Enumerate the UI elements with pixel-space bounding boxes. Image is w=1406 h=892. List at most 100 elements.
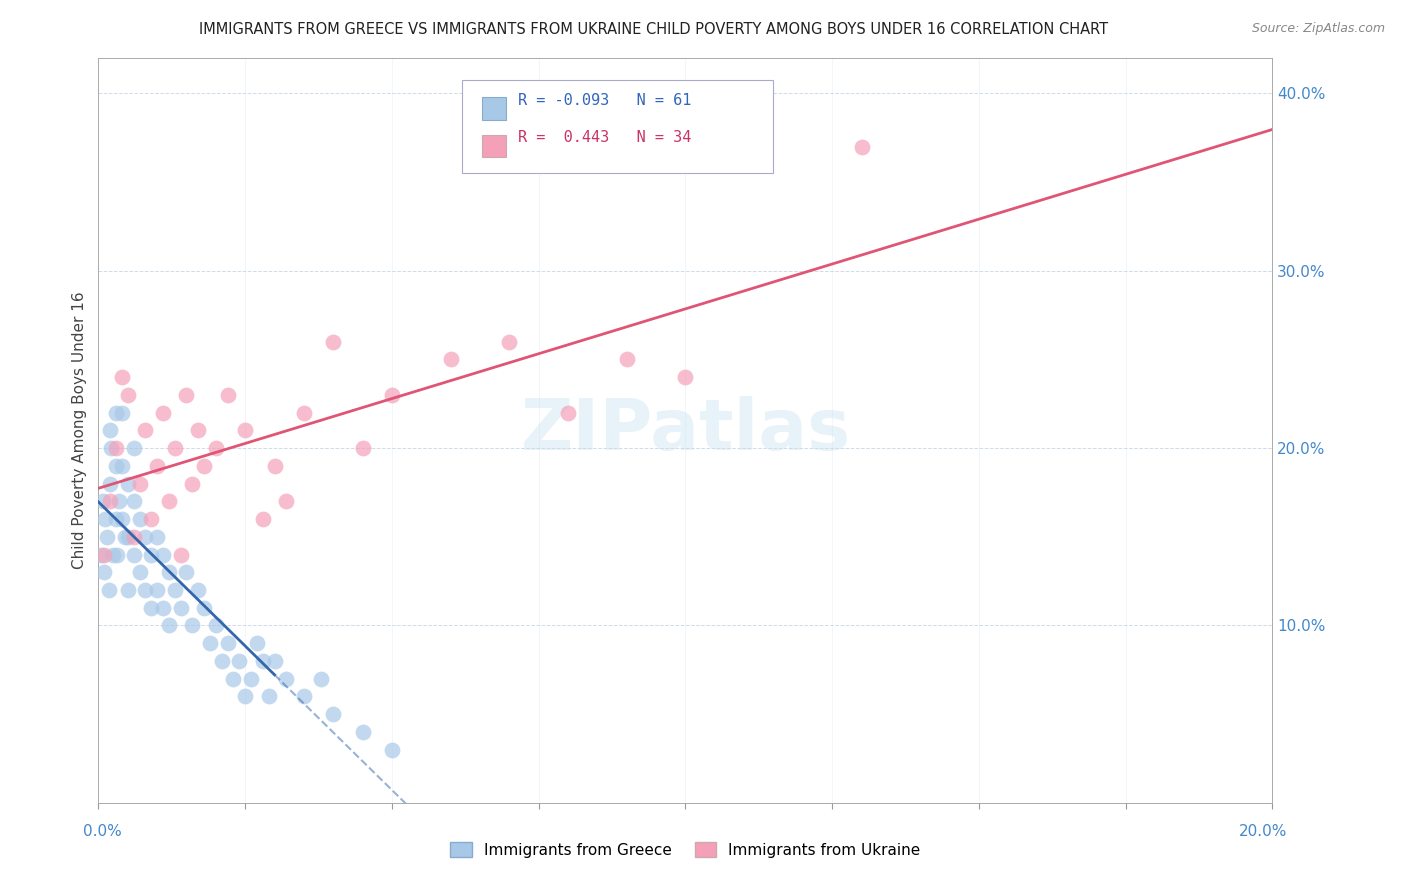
Point bbox=[252, 654, 274, 668]
Point bbox=[105, 548, 128, 562]
Point bbox=[98, 423, 121, 437]
Point bbox=[163, 582, 186, 597]
Point bbox=[193, 458, 215, 473]
Legend: Immigrants from Greece, Immigrants from Ukraine: Immigrants from Greece, Immigrants from … bbox=[444, 836, 927, 863]
Point bbox=[498, 334, 520, 349]
Point bbox=[146, 458, 169, 473]
Point bbox=[96, 530, 118, 544]
Text: 0.0%: 0.0% bbox=[83, 824, 122, 838]
Point bbox=[91, 494, 114, 508]
Point bbox=[117, 582, 139, 597]
Point bbox=[181, 476, 204, 491]
Point bbox=[222, 672, 245, 686]
Point bbox=[205, 618, 228, 632]
Point bbox=[252, 512, 274, 526]
Point bbox=[181, 618, 204, 632]
Point bbox=[851, 139, 873, 153]
Point bbox=[176, 566, 198, 580]
Point bbox=[176, 388, 198, 402]
Point bbox=[117, 530, 139, 544]
Bar bbox=[482, 135, 506, 157]
Point bbox=[233, 690, 256, 704]
Point bbox=[152, 600, 174, 615]
Point bbox=[122, 494, 145, 508]
Point bbox=[105, 406, 128, 420]
Point bbox=[93, 566, 115, 580]
Point bbox=[198, 636, 221, 650]
Point bbox=[169, 600, 191, 615]
Point bbox=[146, 582, 169, 597]
Point bbox=[263, 654, 285, 668]
Text: R = -0.093   N = 61: R = -0.093 N = 61 bbox=[517, 93, 690, 108]
Point bbox=[98, 494, 121, 508]
Point bbox=[217, 636, 239, 650]
Point bbox=[128, 476, 150, 491]
Point bbox=[134, 530, 156, 544]
Point bbox=[105, 458, 128, 473]
Point bbox=[101, 548, 124, 562]
Point bbox=[122, 548, 145, 562]
Point bbox=[146, 530, 169, 544]
Text: 20.0%: 20.0% bbox=[1239, 824, 1286, 838]
Point bbox=[292, 406, 315, 420]
Point bbox=[257, 690, 280, 704]
Point bbox=[381, 742, 404, 756]
Point bbox=[111, 370, 134, 384]
Point bbox=[128, 512, 150, 526]
Point bbox=[111, 406, 134, 420]
Point bbox=[187, 423, 209, 437]
Point bbox=[675, 370, 697, 384]
Point bbox=[141, 600, 163, 615]
Point bbox=[276, 672, 298, 686]
Point bbox=[152, 406, 174, 420]
Point bbox=[117, 476, 139, 491]
Point bbox=[352, 441, 374, 455]
Point bbox=[439, 352, 461, 367]
Point bbox=[111, 458, 134, 473]
Point bbox=[322, 707, 344, 722]
Point bbox=[246, 636, 269, 650]
Point bbox=[100, 441, 122, 455]
Point bbox=[169, 548, 191, 562]
Y-axis label: Child Poverty Among Boys Under 16: Child Poverty Among Boys Under 16 bbox=[72, 292, 87, 569]
Bar bbox=[482, 97, 506, 120]
Point bbox=[114, 530, 136, 544]
Point bbox=[163, 441, 186, 455]
Point bbox=[381, 388, 404, 402]
Point bbox=[128, 566, 150, 580]
Point bbox=[108, 494, 131, 508]
Point bbox=[157, 494, 180, 508]
Point bbox=[105, 441, 128, 455]
Point bbox=[93, 548, 115, 562]
Point bbox=[352, 724, 374, 739]
Point bbox=[217, 388, 239, 402]
Point bbox=[157, 618, 180, 632]
Point bbox=[94, 512, 117, 526]
Point bbox=[616, 352, 638, 367]
Point bbox=[263, 458, 285, 473]
Point bbox=[117, 388, 139, 402]
Point bbox=[122, 530, 145, 544]
Point bbox=[105, 512, 128, 526]
FancyBboxPatch shape bbox=[463, 80, 773, 173]
Point bbox=[111, 512, 134, 526]
Point bbox=[233, 423, 256, 437]
Point bbox=[122, 441, 145, 455]
Point bbox=[292, 690, 315, 704]
Point bbox=[152, 548, 174, 562]
Text: IMMIGRANTS FROM GREECE VS IMMIGRANTS FROM UKRAINE CHILD POVERTY AMONG BOYS UNDER: IMMIGRANTS FROM GREECE VS IMMIGRANTS FRO… bbox=[200, 22, 1108, 37]
Point bbox=[187, 582, 209, 597]
Point bbox=[322, 334, 344, 349]
Text: R =  0.443   N = 34: R = 0.443 N = 34 bbox=[517, 130, 690, 145]
Point bbox=[141, 512, 163, 526]
Point bbox=[193, 600, 215, 615]
Point bbox=[157, 566, 180, 580]
Point bbox=[205, 441, 228, 455]
Point bbox=[228, 654, 250, 668]
Point bbox=[98, 476, 121, 491]
Text: Source: ZipAtlas.com: Source: ZipAtlas.com bbox=[1251, 22, 1385, 36]
Point bbox=[90, 548, 112, 562]
Text: ZIPatlas: ZIPatlas bbox=[520, 396, 851, 465]
Point bbox=[557, 406, 579, 420]
Point bbox=[240, 672, 263, 686]
